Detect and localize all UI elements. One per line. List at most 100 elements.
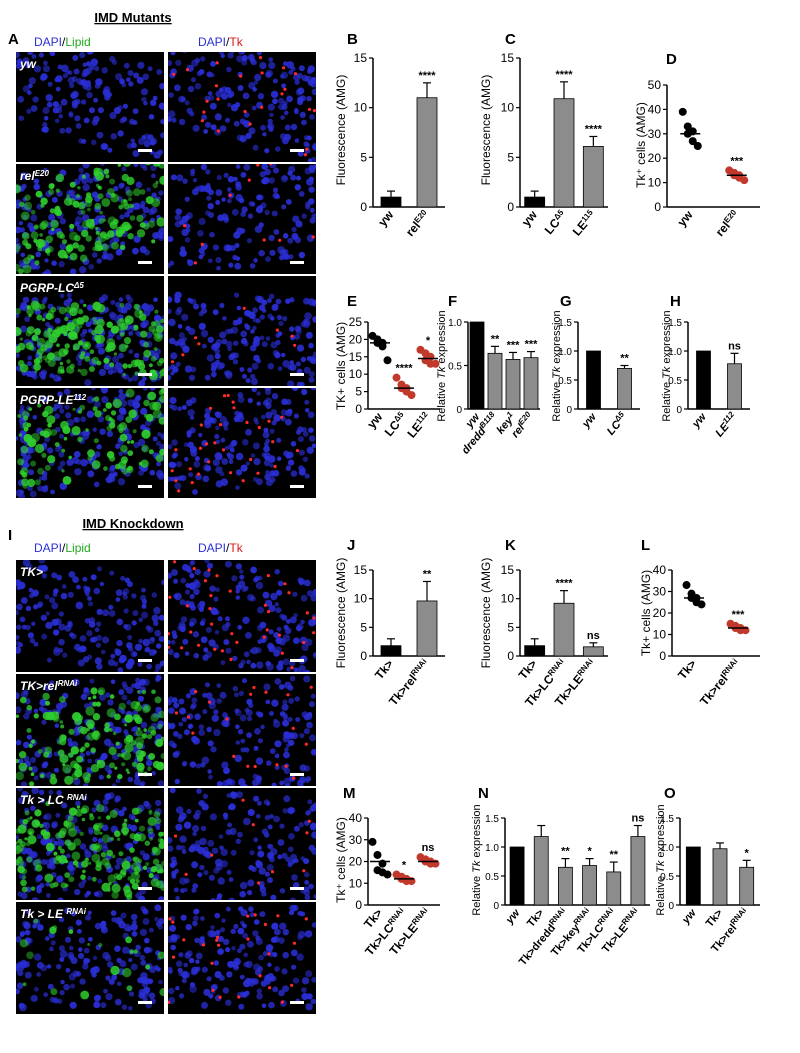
data-point	[378, 342, 387, 351]
lipid-tile	[16, 388, 164, 498]
significance-label: ****	[555, 578, 573, 590]
bar	[739, 866, 755, 906]
data-point	[392, 373, 401, 382]
bar	[553, 602, 575, 657]
x-tick-label: yw	[690, 410, 710, 431]
genotype-label: TK>relRNAi	[20, 679, 78, 694]
panel-letter: H	[670, 293, 681, 310]
panel-letter: A	[8, 31, 19, 48]
y-tick-label: 15	[354, 51, 368, 65]
bar	[630, 836, 646, 906]
y-tick-label: 0	[676, 405, 682, 416]
panel-letter: N	[478, 785, 489, 802]
significance-label: **	[491, 333, 500, 345]
scale-bar	[290, 659, 304, 662]
y-axis-label: Relative Tk expression	[436, 310, 448, 421]
bar	[558, 866, 573, 906]
x-tick-label: Tk>	[525, 907, 547, 929]
bar	[533, 836, 549, 906]
bar	[582, 646, 604, 657]
y-axis-label: Relative Tk expression	[551, 310, 563, 421]
y-tick-label: 10	[648, 176, 662, 190]
x-tick-label: relE20	[712, 207, 742, 239]
y-tick-label: 40	[653, 563, 667, 577]
microscopy-title: IMD Mutants	[94, 10, 171, 25]
y-tick-label: 10	[501, 101, 515, 115]
y-tick-label: 1.0	[558, 347, 572, 358]
panel-letter: F	[448, 293, 457, 310]
panel-letter: C	[505, 31, 516, 48]
significance-label: ***	[732, 609, 746, 621]
significance-label: **	[561, 846, 570, 858]
y-tick-label: 0	[493, 901, 499, 912]
panel-letter: O	[664, 785, 676, 802]
bar	[524, 645, 546, 657]
y-tick-label: 1.5	[485, 814, 499, 825]
x-tick-label: yw	[580, 410, 600, 431]
y-tick-label: 5	[360, 150, 367, 164]
significance-label: **	[609, 849, 618, 861]
y-tick-label: 0.5	[668, 376, 682, 387]
y-tick-label: 40	[648, 102, 662, 116]
y-tick-label: 0.5	[660, 872, 674, 883]
significance-label: ns	[587, 630, 600, 642]
bar	[380, 645, 402, 657]
x-tick-label: yw	[679, 906, 699, 927]
x-tick-label: yw	[375, 207, 396, 229]
x-tick-label: LE112	[711, 409, 740, 439]
data-point	[431, 359, 440, 368]
y-tick-label: 0	[360, 649, 367, 663]
significance-label: ns	[728, 340, 741, 352]
y-tick-label: 25	[349, 315, 363, 329]
x-tick-label: LCΔ5	[381, 409, 409, 439]
significance-label: *	[426, 335, 431, 347]
panel-letter: G	[560, 293, 572, 310]
y-axis-label: Relative Tk expression	[655, 804, 667, 915]
y-tick-label: 0	[566, 405, 572, 416]
panel-letter: B	[347, 31, 358, 48]
panel-letter: L	[641, 537, 650, 554]
data-point	[407, 391, 416, 400]
scale-bar	[138, 773, 152, 776]
y-tick-label: 5	[355, 385, 362, 399]
lipid-tile	[16, 276, 164, 386]
scale-bar	[290, 261, 304, 264]
y-tick-label: 0	[355, 898, 362, 912]
genotype-label: Tk > LC RNAi	[20, 793, 87, 808]
y-tick-label: 0	[668, 901, 674, 912]
tk-tile	[168, 674, 316, 786]
y-tick-label: 15	[354, 563, 368, 577]
y-tick-label: 40	[349, 811, 363, 825]
genotype-label: Tk > LE RNAi	[20, 907, 87, 922]
x-tick-label: Tk>	[675, 657, 699, 682]
x-tick-label: Tk>	[516, 657, 540, 682]
scale-bar	[138, 261, 152, 264]
x-tick-label: yw	[519, 207, 540, 229]
y-tick-label: 5	[507, 620, 514, 634]
y-tick-label: 5	[360, 620, 367, 634]
y-tick-label: 10	[354, 101, 368, 115]
scale-bar	[138, 373, 152, 376]
y-tick-label: 1.0	[485, 843, 499, 854]
y-tick-label: 0	[654, 200, 661, 214]
y-tick-label: 15	[501, 51, 515, 65]
tk-tile	[168, 388, 316, 498]
y-tick-label: 20	[349, 332, 363, 346]
bar	[685, 846, 701, 906]
y-axis-label: Tk⁺ cells (AMG)	[334, 817, 348, 903]
scale-bar	[138, 149, 152, 152]
panel-letter: E	[347, 293, 357, 310]
y-tick-label: 0	[507, 649, 514, 663]
channel-label: DAPI/Tk	[198, 541, 244, 555]
lipid-tile	[16, 674, 164, 786]
data-point	[693, 142, 702, 150]
y-tick-label: 0	[507, 200, 514, 214]
y-tick-label: 1.5	[558, 318, 572, 329]
